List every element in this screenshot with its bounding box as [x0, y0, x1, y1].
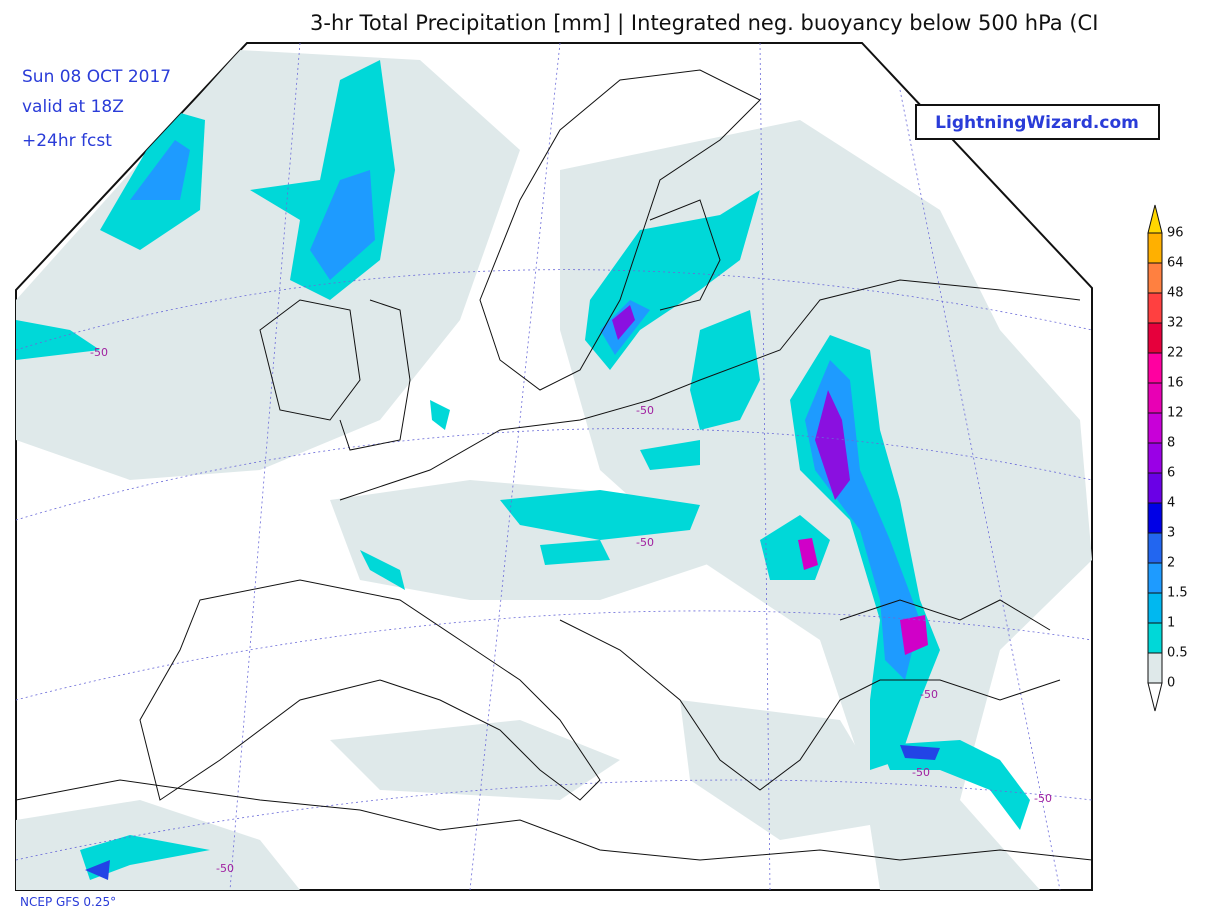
colorbar-box [1147, 472, 1163, 504]
colorbar-label: 6 [1167, 466, 1175, 481]
contour-label: -50 [1034, 792, 1052, 805]
colorbar-label: 22 [1167, 346, 1184, 361]
contour-label: -50 [636, 404, 654, 417]
contour-label: -50 [636, 536, 654, 549]
forecast-line: +24hr fcst [22, 131, 112, 151]
colorbar-box [1147, 292, 1163, 324]
date-line: Sun 08 OCT 2017 [22, 67, 171, 87]
colorbar-label: 1 [1167, 616, 1175, 631]
colorbar-label: 4 [1167, 496, 1175, 511]
contour-label: -50 [912, 766, 930, 779]
colorbar-box [1147, 442, 1163, 474]
colorbar-label: 64 [1167, 256, 1184, 271]
colorbar-box [1147, 532, 1163, 564]
colorbar-box [1147, 322, 1163, 354]
colorbar-end [1147, 204, 1163, 234]
map-title: 3-hr Total Precipitation [mm] | Integrat… [310, 11, 1098, 36]
colorbar-end [1147, 682, 1163, 712]
colorbar-label: 96 [1167, 226, 1184, 241]
colorbar-label: 0.5 [1167, 646, 1188, 661]
colorbar-label: 3 [1167, 526, 1175, 541]
colorbar: 0 0.5 1 1.5 2 3 4 6 8 12 16 22 32 48 64 96 [1147, 204, 1188, 712]
valid-line: valid at 18Z [22, 97, 124, 117]
colorbar-label: 0 [1167, 676, 1175, 691]
logo-text: LightningWizard.com [935, 113, 1139, 133]
colorbar-box [1147, 502, 1163, 534]
colorbar-label: 16 [1167, 376, 1184, 391]
colorbar-box [1147, 232, 1163, 264]
colorbar-box [1147, 262, 1163, 294]
colorbar-label: 48 [1167, 286, 1184, 301]
colorbar-label: 1.5 [1167, 586, 1188, 601]
contour-label: -50 [90, 346, 108, 359]
map-frame [15, 42, 1093, 891]
colorbar-label: 12 [1167, 406, 1184, 421]
colorbar-label: 8 [1167, 436, 1175, 451]
map-field [16, 43, 1092, 890]
logo: LightningWizard.com [915, 104, 1160, 140]
colorbar-label: 32 [1167, 316, 1184, 331]
model-label: NCEP GFS 0.25° [20, 895, 116, 909]
colorbar-box [1147, 592, 1163, 624]
colorbar-label: 2 [1167, 556, 1175, 571]
colorbar-box [1147, 622, 1163, 654]
contour-label: -50 [920, 688, 938, 701]
colorbar-box [1147, 652, 1163, 684]
colorbar-box [1147, 352, 1163, 384]
colorbar-box [1147, 412, 1163, 444]
contour-label: -50 [216, 862, 234, 875]
colorbar-box [1147, 382, 1163, 414]
colorbar-box [1147, 562, 1163, 594]
